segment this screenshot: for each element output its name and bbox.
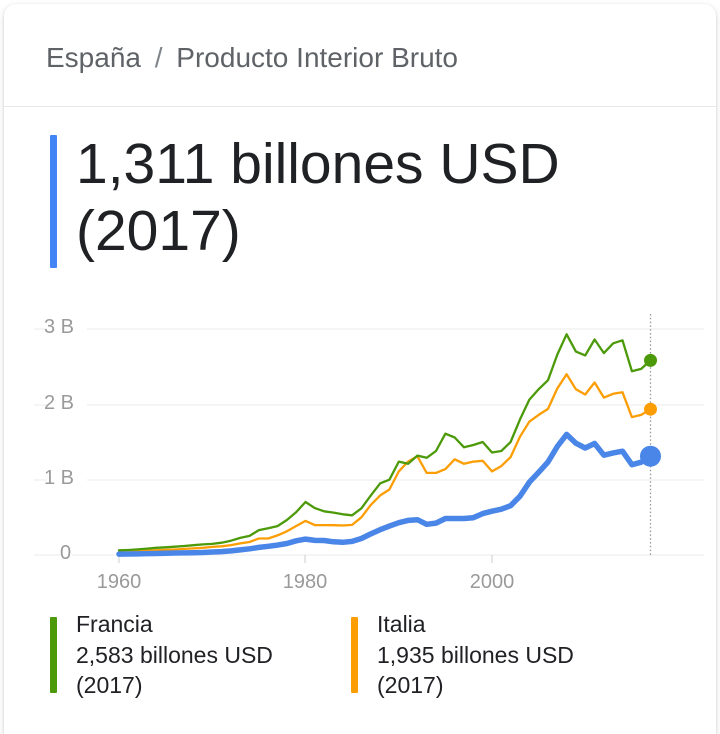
svg-text:1980: 1980 bbox=[283, 571, 328, 593]
svg-text:2 B: 2 B bbox=[44, 392, 74, 414]
svg-text:1 B: 1 B bbox=[44, 467, 74, 489]
svg-text:2000: 2000 bbox=[470, 571, 515, 593]
svg-text:3 B: 3 B bbox=[44, 316, 74, 338]
svg-text:0: 0 bbox=[60, 542, 71, 564]
svg-text:1960: 1960 bbox=[97, 571, 142, 593]
